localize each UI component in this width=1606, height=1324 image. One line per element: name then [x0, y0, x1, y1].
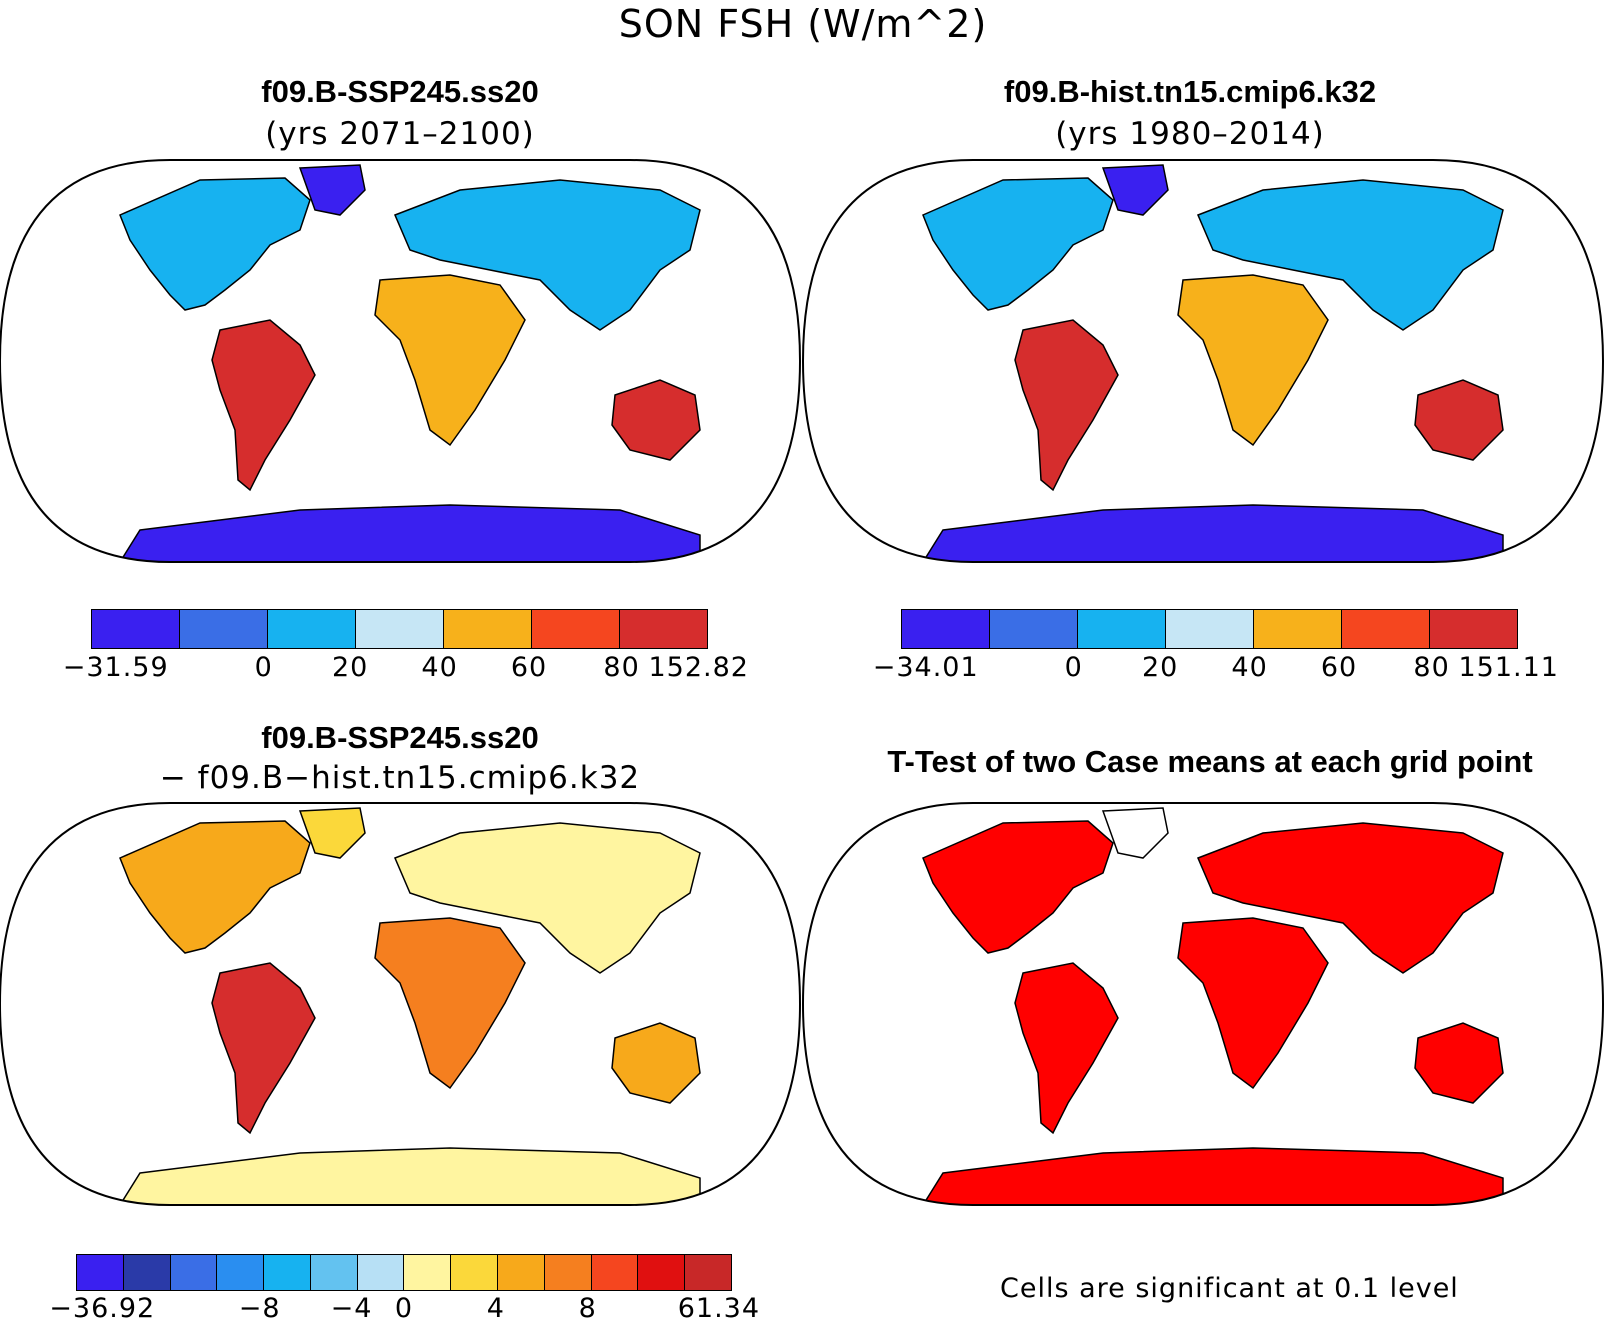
colorbar-swatch	[1430, 610, 1517, 648]
colorbar-tick-label: 60	[1320, 652, 1358, 683]
eurasia-landmass	[1197, 822, 1504, 974]
colorbar-tick-label: −34.01	[872, 652, 979, 683]
colorbar-tick-label: −36.92	[49, 1293, 156, 1324]
colorbar-swatch	[170, 1255, 218, 1290]
colorbar-tick-label: 0	[394, 1293, 414, 1324]
north-america-landmass	[922, 820, 1114, 954]
north-america-landmass	[119, 177, 311, 311]
north-america-landmass	[119, 820, 311, 954]
colorbar-swatch	[264, 1255, 311, 1290]
north-america-landmass	[922, 177, 1114, 311]
colorbar-tick-label: 80	[603, 652, 640, 683]
colorbar-swatch	[268, 610, 356, 648]
colorbar-swatch	[591, 1255, 639, 1290]
colorbar-tick-label: 4	[486, 1293, 505, 1324]
colorbar-tick-label: 80	[1413, 652, 1450, 683]
colorbar-swatch	[498, 1255, 545, 1290]
panel2-subtitle: (yrs 1980–2014)	[1055, 116, 1325, 152]
colorbar-swatch	[92, 610, 180, 648]
colorbar-tick-label: 61.34	[677, 1293, 761, 1324]
colorbar-swatch	[77, 1255, 124, 1290]
africa-landmass	[1177, 917, 1329, 1090]
colorbar-tick-label: 40	[421, 652, 458, 683]
colorbar-swatch	[310, 1255, 358, 1290]
colorbar-swatch	[451, 1255, 499, 1290]
colorbar-tick-label: 20	[1141, 652, 1179, 683]
colorbar-tick-label: −4	[330, 1293, 373, 1324]
africa-landmass	[374, 274, 526, 447]
greenland-landmass	[1101, 164, 1169, 216]
south-america-landmass	[1014, 962, 1119, 1135]
panel2-map	[801, 159, 1605, 563]
panel2-colorbar	[901, 609, 1518, 649]
colorbar-swatch	[1078, 610, 1166, 648]
panel1-map	[0, 159, 802, 563]
australia-landmass	[1414, 379, 1504, 461]
panel1-colorbar	[91, 609, 708, 649]
africa-landmass	[1177, 274, 1329, 447]
greenland-landmass	[298, 807, 366, 859]
significance-note: Cells are significant at 0.1 level	[1000, 1273, 1459, 1304]
colorbar-tick-label: 152.82	[648, 652, 749, 683]
colorbar-tick-label: 0	[1064, 652, 1083, 683]
panel3-title: f09.B-SSP245.ss20	[261, 720, 539, 755]
africa-landmass	[374, 917, 526, 1090]
colorbar-swatch	[1342, 610, 1430, 648]
south-america-landmass	[1014, 319, 1119, 492]
colorbar-swatch	[544, 1255, 592, 1290]
greenland-landmass	[1101, 807, 1169, 859]
colorbar-swatch	[532, 610, 620, 648]
antarctica-landmass	[118, 1147, 701, 1205]
colorbar-tick-label: 151.11	[1458, 652, 1559, 683]
colorbar-swatch	[1166, 610, 1254, 648]
colorbar-swatch	[444, 610, 532, 648]
eurasia-landmass	[394, 822, 701, 974]
greenland-landmass	[298, 164, 366, 216]
colorbar-tick-label: 40	[1231, 652, 1268, 683]
colorbar-swatch	[123, 1255, 171, 1290]
figure-title: SON FSH (W/m^2)	[618, 2, 988, 46]
colorbar-swatch	[356, 610, 444, 648]
eurasia-landmass	[394, 179, 701, 331]
panel2-title: f09.B-hist.tn15.cmip6.k32	[1003, 74, 1377, 109]
colorbar-swatch	[357, 1255, 405, 1290]
colorbar-tick-label: 0	[254, 652, 273, 683]
antarctica-landmass	[921, 504, 1504, 562]
australia-landmass	[611, 1022, 701, 1104]
south-america-landmass	[211, 962, 316, 1135]
colorbar-swatch	[217, 1255, 265, 1290]
colorbar-tick-label: 20	[331, 652, 369, 683]
antarctica-landmass	[921, 1147, 1504, 1205]
colorbar-tick-label: 60	[510, 652, 548, 683]
colorbar-tick-label: −8	[238, 1293, 281, 1324]
colorbar-swatch	[990, 610, 1078, 648]
antarctica-landmass	[118, 504, 701, 562]
eurasia-landmass	[1197, 179, 1504, 331]
australia-landmass	[1414, 1022, 1504, 1104]
colorbar-swatch	[902, 610, 990, 648]
south-america-landmass	[211, 319, 316, 492]
colorbar-swatch	[685, 1255, 731, 1290]
panel1-title: f09.B-SSP245.ss20	[261, 74, 539, 109]
colorbar-swatch	[1254, 610, 1342, 648]
panel4-title: T-Test of two Case means at each grid po…	[887, 744, 1533, 779]
colorbar-swatch	[638, 1255, 686, 1290]
colorbar-tick-label: −31.59	[62, 652, 169, 683]
panel3-subtitle: − f09.B−hist.tn15.cmip6.k32	[159, 760, 641, 796]
panel4-map	[801, 802, 1605, 1206]
colorbar-swatch	[620, 610, 707, 648]
colorbar-swatch	[180, 610, 268, 648]
panel3-colorbar	[76, 1254, 732, 1291]
panel1-subtitle: (yrs 2071–2100)	[265, 116, 535, 152]
panel3-map	[0, 802, 802, 1206]
colorbar-tick-label: 8	[578, 1293, 597, 1324]
colorbar-swatch	[404, 1255, 452, 1290]
australia-landmass	[611, 379, 701, 461]
